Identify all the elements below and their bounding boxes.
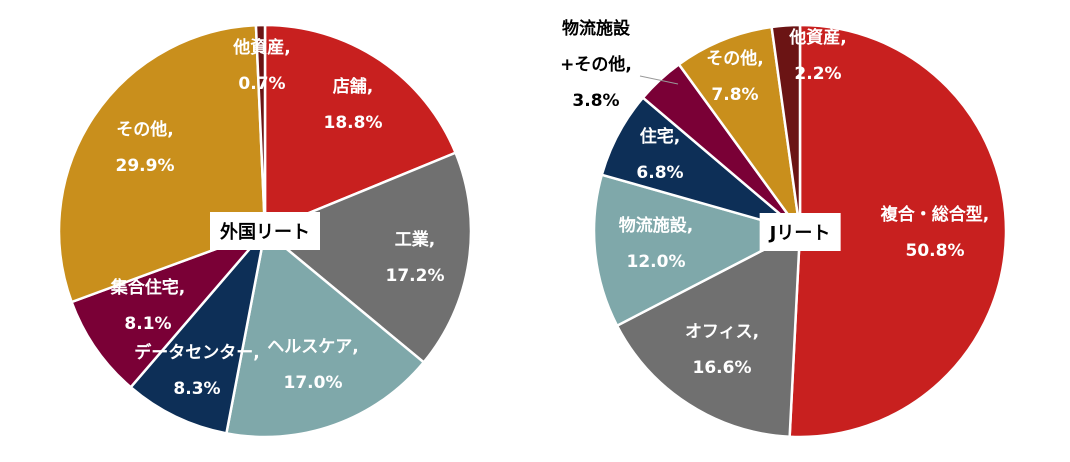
category-label: 工業, — [394, 230, 436, 250]
category-label: 他資産, — [233, 38, 291, 58]
pie-slice — [70, 228, 270, 389]
value-label: 17.0% — [283, 373, 343, 393]
data-label: 店舗, 18.8% — [324, 69, 383, 141]
category-label: オフィス, — [684, 322, 760, 342]
value-label: 7.8% — [711, 85, 759, 105]
category-label: データセンター, — [134, 343, 260, 363]
pie-slice — [677, 25, 802, 232]
data-label: オフィス, 16.6% — [685, 314, 759, 386]
data-label: 集合住宅, 8.1% — [111, 270, 185, 342]
pie-slice — [128, 226, 268, 435]
value-label: 2.2% — [794, 64, 842, 84]
value-label: 50.8% — [905, 241, 965, 261]
value-label: 3.8% — [572, 91, 620, 111]
pie-slice — [263, 23, 458, 233]
data-label: 物流施設 +その他, 3.8% — [560, 11, 632, 119]
leader-line — [639, 75, 679, 85]
data-label: データセンター, 8.3% — [134, 335, 259, 407]
value-label: 17.2% — [385, 266, 445, 286]
category-label: 物流施設, — [618, 216, 694, 236]
pie-slice — [770, 23, 802, 232]
value-label: 12.0% — [626, 252, 686, 272]
value-label: 6.8% — [636, 163, 684, 183]
data-label: 住宅, 6.8% — [636, 119, 683, 191]
data-label: 工業, 17.2% — [386, 222, 445, 294]
value-label: 8.1% — [124, 314, 172, 334]
data-label: その他, 29.9% — [116, 112, 175, 184]
category-label: 物流施設 +その他, — [560, 19, 632, 75]
data-label: その他, 7.8% — [706, 41, 763, 113]
center-label: Jリート — [759, 213, 841, 251]
pie-slice — [592, 173, 804, 328]
pie-slice — [788, 23, 1008, 439]
value-label: 8.3% — [173, 379, 221, 399]
data-label: 複合・総合型, 50.8% — [881, 197, 989, 269]
pie-slice — [262, 151, 473, 365]
value-label: 16.6% — [692, 358, 752, 378]
category-label: 住宅, — [639, 127, 681, 147]
pie-slice — [224, 228, 426, 439]
pie-slice — [615, 228, 802, 439]
category-label: 店舗, — [332, 77, 374, 97]
category-label: ヘルスケア, — [267, 337, 359, 357]
category-label: 集合住宅, — [110, 278, 186, 298]
data-label: 他資産, 0.7% — [233, 30, 290, 102]
data-label: 物流施設, 12.0% — [619, 208, 693, 280]
data-label: ヘルスケア, 17.0% — [267, 329, 358, 401]
value-label: 29.9% — [115, 156, 175, 176]
category-label: 複合・総合型, — [880, 205, 990, 225]
value-label: 0.7% — [238, 74, 286, 94]
center-label: 外国リート — [210, 212, 320, 250]
category-label: その他, — [706, 49, 764, 69]
category-label: その他, — [116, 120, 174, 140]
category-label: 他資産, — [789, 28, 847, 48]
value-label: 18.8% — [323, 113, 383, 133]
data-label: 他資産, 2.2% — [789, 20, 846, 92]
pie-slice — [254, 23, 267, 232]
